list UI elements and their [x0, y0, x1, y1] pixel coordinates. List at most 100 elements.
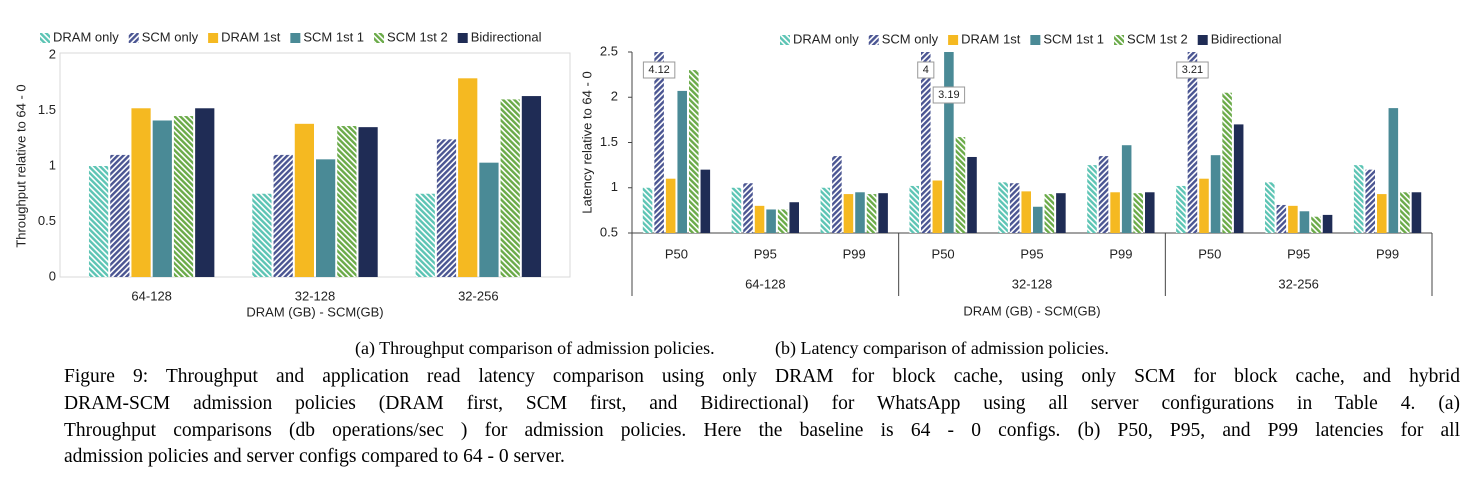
legend-swatch — [1030, 35, 1041, 45]
bar — [909, 185, 919, 233]
legend-swatch — [780, 35, 790, 45]
x-axis-label: DRAM (GB) - SCM(GB) — [963, 303, 1100, 318]
caption-line: admission policies and server configs co… — [64, 446, 565, 467]
bar — [832, 156, 842, 233]
bar — [731, 187, 742, 233]
bar — [855, 192, 865, 233]
bar — [1388, 108, 1399, 233]
bar — [358, 127, 378, 277]
bars — [642, 52, 1422, 233]
caption-line: Figure 9: Throughput and application rea… — [64, 366, 1460, 387]
bar — [1145, 192, 1155, 233]
y-tick-label: 0.5 — [38, 213, 56, 228]
bar — [1098, 156, 1109, 233]
bar — [88, 166, 109, 277]
bar — [294, 123, 314, 277]
x-tick-label: 64-128 — [131, 288, 171, 303]
value-label-box — [932, 86, 966, 104]
x-tick-label: P95 — [1287, 246, 1310, 261]
bar — [743, 183, 753, 233]
y-tick-label: 0.5 — [600, 224, 618, 239]
x-tick-label: 32-128 — [295, 288, 335, 303]
x-tick-label: P95 — [754, 246, 777, 261]
bar — [1265, 182, 1275, 233]
subcaption: (b) Latency comparison of admission poli… — [775, 338, 1109, 358]
bar — [1276, 204, 1287, 233]
y-tick-label: 1 — [49, 157, 56, 172]
legend-swatch — [290, 33, 301, 43]
legend-swatch — [40, 33, 50, 43]
bars — [88, 78, 542, 277]
bar — [479, 162, 499, 277]
bar — [967, 156, 977, 233]
bar — [866, 194, 877, 233]
plot-frame — [59, 52, 571, 278]
bar — [1400, 192, 1410, 233]
bar — [1033, 206, 1043, 233]
x-tick-label: P99 — [1109, 246, 1132, 261]
legend-label: DRAM 1st — [221, 29, 281, 44]
bar — [921, 52, 931, 233]
bar — [337, 126, 357, 277]
value-label: 4.12 — [648, 64, 669, 76]
bar — [131, 108, 151, 277]
bar — [878, 193, 888, 233]
bar — [843, 194, 854, 233]
bar — [1044, 194, 1055, 233]
bar — [173, 116, 194, 277]
x-tick-label: P99 — [1376, 246, 1399, 261]
bar — [677, 90, 687, 233]
value-label: 3.21 — [1182, 64, 1203, 76]
legend-swatch — [1114, 35, 1125, 45]
x-tick-label: P95 — [1020, 246, 1043, 261]
bar — [195, 108, 215, 277]
bar — [998, 182, 1008, 233]
bar — [1311, 216, 1321, 233]
legend-label: DRAM only — [793, 31, 859, 46]
legend-label: DRAM only — [53, 29, 119, 44]
bar — [654, 52, 664, 233]
legend-label: DRAM 1st — [961, 31, 1021, 46]
bar — [1056, 193, 1066, 233]
bar — [1299, 211, 1310, 233]
bar — [1121, 145, 1132, 233]
bar — [820, 187, 831, 233]
bar — [1009, 183, 1020, 233]
legend-label: SCM only — [882, 31, 939, 46]
x-tick-label: P99 — [843, 246, 866, 261]
group-label: 32-256 — [1278, 276, 1318, 291]
bar — [1288, 205, 1298, 233]
x-tick-label: P50 — [932, 246, 955, 261]
group-label: 32-128 — [1012, 276, 1052, 291]
legend-label: Bidirectional — [1211, 31, 1282, 46]
bar — [458, 78, 478, 277]
bar — [415, 193, 435, 277]
bar — [1110, 192, 1120, 233]
bar — [955, 137, 966, 233]
bar — [944, 52, 954, 233]
y-tick-label: 1.5 — [600, 134, 618, 149]
legend-swatch — [457, 33, 468, 43]
bar — [1377, 194, 1387, 233]
bar — [700, 169, 711, 233]
legend-label: SCM 1st 2 — [1127, 31, 1188, 46]
x-tick-label: 32-256 — [458, 288, 498, 303]
value-label-box — [917, 61, 935, 79]
bar — [689, 70, 699, 233]
legend-swatch — [1197, 35, 1208, 45]
bar — [316, 159, 336, 277]
bar — [777, 209, 788, 233]
legend-label: SCM 1st 1 — [1043, 31, 1104, 46]
y-tick-label: 0 — [49, 268, 56, 283]
bar — [1210, 155, 1221, 233]
bar — [1222, 92, 1232, 233]
y-tick-label: 2 — [49, 46, 56, 61]
subcaption: (a) Throughput comparison of admission p… — [355, 338, 715, 358]
legend-label: SCM 1st 1 — [303, 29, 364, 44]
bar — [754, 205, 765, 233]
x-tick-label: P50 — [1198, 246, 1221, 261]
y-tick-label: 2.5 — [600, 43, 618, 58]
bar — [436, 139, 457, 277]
legend-swatch — [128, 33, 139, 43]
legend-swatch — [374, 33, 385, 43]
